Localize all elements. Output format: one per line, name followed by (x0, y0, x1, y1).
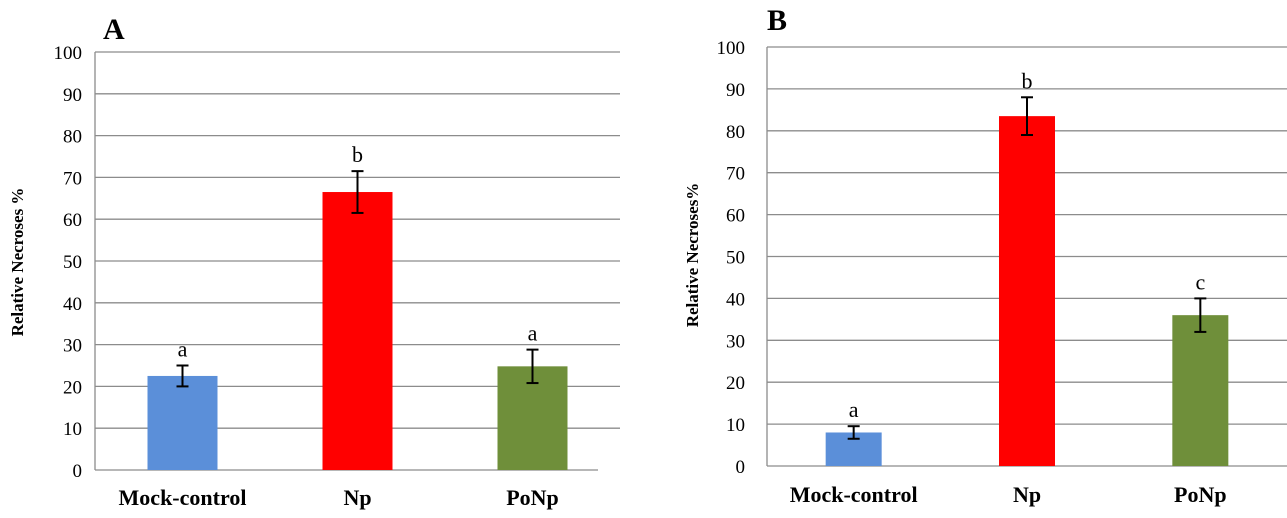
bar-mock-control (147, 375, 218, 470)
bar-np (999, 116, 1055, 466)
y-axis-label: Relative Necroses % (8, 188, 27, 337)
significance-letter: b (352, 142, 363, 167)
x-tick-label: Mock-control (119, 485, 247, 510)
significance-letter: a (849, 397, 859, 422)
chart-panel-a: A Relative Necroses % 0 10 20 30 40 50 60 70 80 9… (0, 0, 640, 513)
y-tick-label: 20 (726, 373, 745, 394)
y-tick-label: 0 (736, 457, 746, 478)
y-tick-label: 70 (726, 164, 745, 185)
y-tick-label: 70 (63, 168, 82, 189)
y-tick-label: 100 (54, 43, 83, 64)
significance-letter: a (528, 321, 538, 346)
x-tick-label: Np (1013, 482, 1041, 507)
y-tick-label: 20 (63, 377, 82, 398)
x-tick-label: PoNp (506, 485, 559, 510)
y-tick-label: 60 (63, 210, 82, 231)
y-tick-label: 50 (726, 248, 745, 269)
y-tick-label: 10 (63, 419, 82, 440)
significance-letter: b (1022, 68, 1033, 93)
y-tick-label: 30 (726, 331, 745, 352)
y-tick-label: 0 (73, 461, 83, 482)
y-tick-label: 40 (63, 294, 82, 315)
y-tick-label: 80 (63, 127, 82, 148)
panel-label: A (103, 13, 125, 46)
y-tick-label: 50 (63, 252, 82, 273)
bar-chart-b: B Relative Necroses% 0 10 20 30 40 50 60 70 80 90… (683, 4, 1287, 507)
y-tick-label: 90 (726, 80, 745, 101)
chart-panel-b: B Relative Necroses% 0 10 20 30 40 50 60 70 80 90… (650, 0, 1287, 513)
y-tick-label: 80 (726, 122, 745, 143)
significance-letter: a (178, 337, 188, 362)
bar-np (322, 192, 393, 470)
y-tick-label: 90 (63, 85, 82, 106)
panel-label: B (767, 4, 787, 37)
x-tick-label: PoNp (1174, 482, 1227, 507)
y-tick-label: 30 (63, 336, 82, 357)
significance-letter: c (1195, 269, 1205, 294)
bar-ponp (1172, 315, 1229, 466)
y-tick-label: 60 (726, 206, 745, 227)
y-tick-label: 100 (717, 38, 746, 59)
x-tick-label: Mock-control (790, 482, 918, 507)
y-tick-label: 40 (726, 289, 745, 310)
x-tick-label: Np (343, 485, 371, 510)
y-tick-label: 10 (726, 415, 745, 436)
y-axis-label: Relative Necroses% (683, 183, 702, 328)
bar-chart-a: A Relative Necroses % 0 10 20 30 40 50 60 70 80 9… (8, 13, 620, 510)
